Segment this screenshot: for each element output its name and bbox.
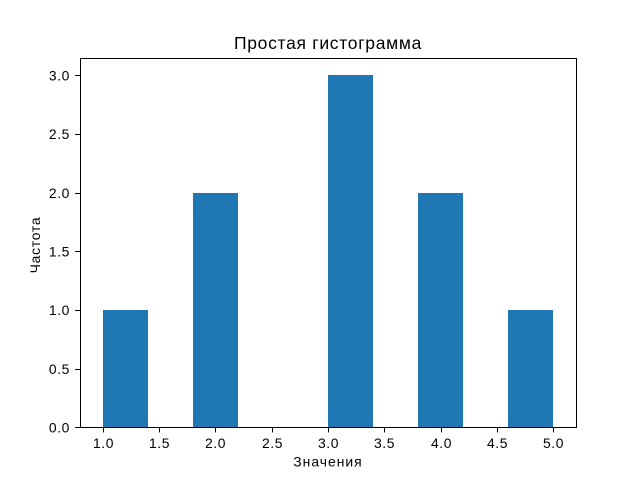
- svg-text:2.0: 2.0: [49, 185, 70, 201]
- svg-text:4.5: 4.5: [487, 435, 508, 451]
- svg-text:0.0: 0.0: [49, 420, 70, 436]
- svg-text:1.5: 1.5: [49, 244, 70, 260]
- svg-text:5.0: 5.0: [543, 435, 564, 451]
- svg-text:2.5: 2.5: [49, 126, 70, 142]
- svg-text:3.0: 3.0: [49, 68, 70, 84]
- svg-text:Частота: Частота: [27, 217, 43, 274]
- svg-text:4.0: 4.0: [431, 435, 452, 451]
- svg-text:1.0: 1.0: [93, 435, 114, 451]
- svg-text:1.5: 1.5: [149, 435, 170, 451]
- svg-text:3.5: 3.5: [374, 435, 395, 451]
- svg-text:0.5: 0.5: [49, 361, 70, 377]
- svg-text:2.5: 2.5: [262, 435, 283, 451]
- svg-text:Значения: Значения: [293, 454, 362, 470]
- svg-text:1.0: 1.0: [49, 302, 70, 318]
- svg-text:Простая гистограмма: Простая гистограмма: [234, 33, 422, 53]
- svg-text:3.0: 3.0: [318, 435, 339, 451]
- svg-text:2.0: 2.0: [205, 435, 226, 451]
